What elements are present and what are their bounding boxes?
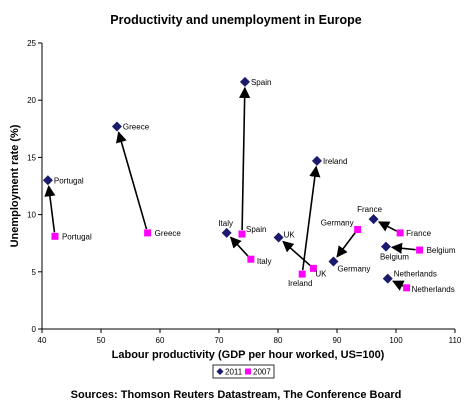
arrow-belgium [390, 242, 416, 254]
x-tick-label: 110 [449, 336, 462, 345]
label-2011-germany: Germany [337, 265, 370, 274]
y-axis-label: Unemployment rate (%) [9, 124, 21, 247]
legend-2007-label: 2007 [253, 368, 271, 377]
label-2007-france: France [406, 229, 431, 238]
tick-labels: 0 5 10 15 20 25 40 50 60 70 80 90 100 110 [27, 39, 462, 345]
point-2007-netherlands [403, 284, 411, 292]
point-2011-ireland [311, 155, 322, 166]
y-tick-label: 15 [27, 153, 36, 162]
label-2007-spain: Spain [246, 225, 266, 234]
point-2011-netherlands [382, 273, 393, 284]
point-2007-uk [309, 264, 317, 272]
source-note: Sources: Thomson Reuters Datastream, The… [71, 389, 402, 401]
point-labels: PortugalGreeceSpainItalyUKIrelandGermany… [54, 78, 456, 294]
x-tick-label: 100 [389, 336, 403, 345]
point-2007-italy [247, 255, 255, 263]
y-tick-label: 20 [27, 96, 36, 105]
y-tick-label: 10 [27, 211, 36, 220]
label-2007-uk: UK [315, 269, 327, 278]
label-2011-uk: UK [284, 230, 296, 239]
arrow-germany [336, 232, 356, 258]
x-tick-label: 70 [215, 336, 224, 345]
x-tick-label: 90 [333, 336, 342, 345]
point-2011-italy [221, 227, 232, 238]
legend-2011-marker [216, 368, 224, 375]
legend-box [212, 364, 275, 379]
legend: 2011 2007 [212, 364, 275, 379]
point-2011-uk [273, 232, 284, 243]
data-points [42, 76, 424, 292]
label-2011-belgium: Belgium [380, 253, 409, 262]
arrow-italy [229, 236, 249, 257]
arrow-spain [239, 86, 251, 231]
x-axis-label: Labour productivity (GDP per hour worked… [112, 349, 385, 361]
label-2007-portugal: Portugal [62, 232, 92, 241]
x-tick-label: 80 [274, 336, 283, 345]
point-2007-portugal [51, 232, 59, 240]
label-2007-ireland: Ireland [288, 279, 312, 288]
label-2007-germany: Germany [321, 218, 354, 227]
arrow-uk [282, 240, 311, 267]
label-2007-netherlands: Netherlands [412, 285, 455, 294]
arrow-netherlands [392, 280, 405, 291]
label-2007-italy: Italy [257, 257, 272, 266]
label-2011-spain: Spain [251, 78, 271, 87]
point-2007-ireland [298, 270, 306, 278]
arrow-france [377, 221, 397, 232]
axes [38, 42, 456, 333]
x-tick-label: 40 [38, 336, 47, 345]
point-2011-portugal [42, 175, 53, 186]
y-tick-label: 5 [32, 268, 37, 277]
label-2011-netherlands: Netherlands [394, 270, 437, 279]
label-2011-portugal: Portugal [54, 176, 84, 185]
y-tick-label: 25 [27, 39, 36, 48]
point-2011-france [368, 214, 379, 225]
chart-title: Productivity and unemployment in Europe [110, 13, 361, 27]
y-tick-label: 0 [32, 325, 37, 334]
point-2007-germany [354, 225, 362, 233]
arrow-portugal [44, 185, 56, 233]
point-2007-spain [238, 230, 246, 238]
point-2011-germany [328, 256, 339, 267]
label-2007-greece: Greece [155, 229, 182, 238]
label-2011-italy: Italy [218, 219, 233, 228]
label-2007-belgium: Belgium [427, 246, 456, 255]
label-2011-ireland: Ireland [323, 157, 347, 166]
arrows [44, 86, 416, 291]
x-tick-label: 60 [156, 336, 165, 345]
point-2011-spain [239, 76, 250, 87]
legend-2007-marker [245, 368, 251, 375]
x-tick-label: 50 [97, 336, 106, 345]
label-2011-france: France [357, 205, 382, 214]
point-2011-greece [111, 121, 122, 132]
label-2011-greece: Greece [123, 123, 150, 132]
point-2007-france [396, 229, 404, 237]
point-2007-greece [144, 229, 152, 237]
arrow-greece [116, 131, 148, 230]
arrow-ireland [301, 165, 321, 271]
point-2007-belgium [416, 246, 424, 254]
legend-2011-label: 2011 [225, 368, 243, 377]
point-2011-belgium [380, 241, 391, 252]
